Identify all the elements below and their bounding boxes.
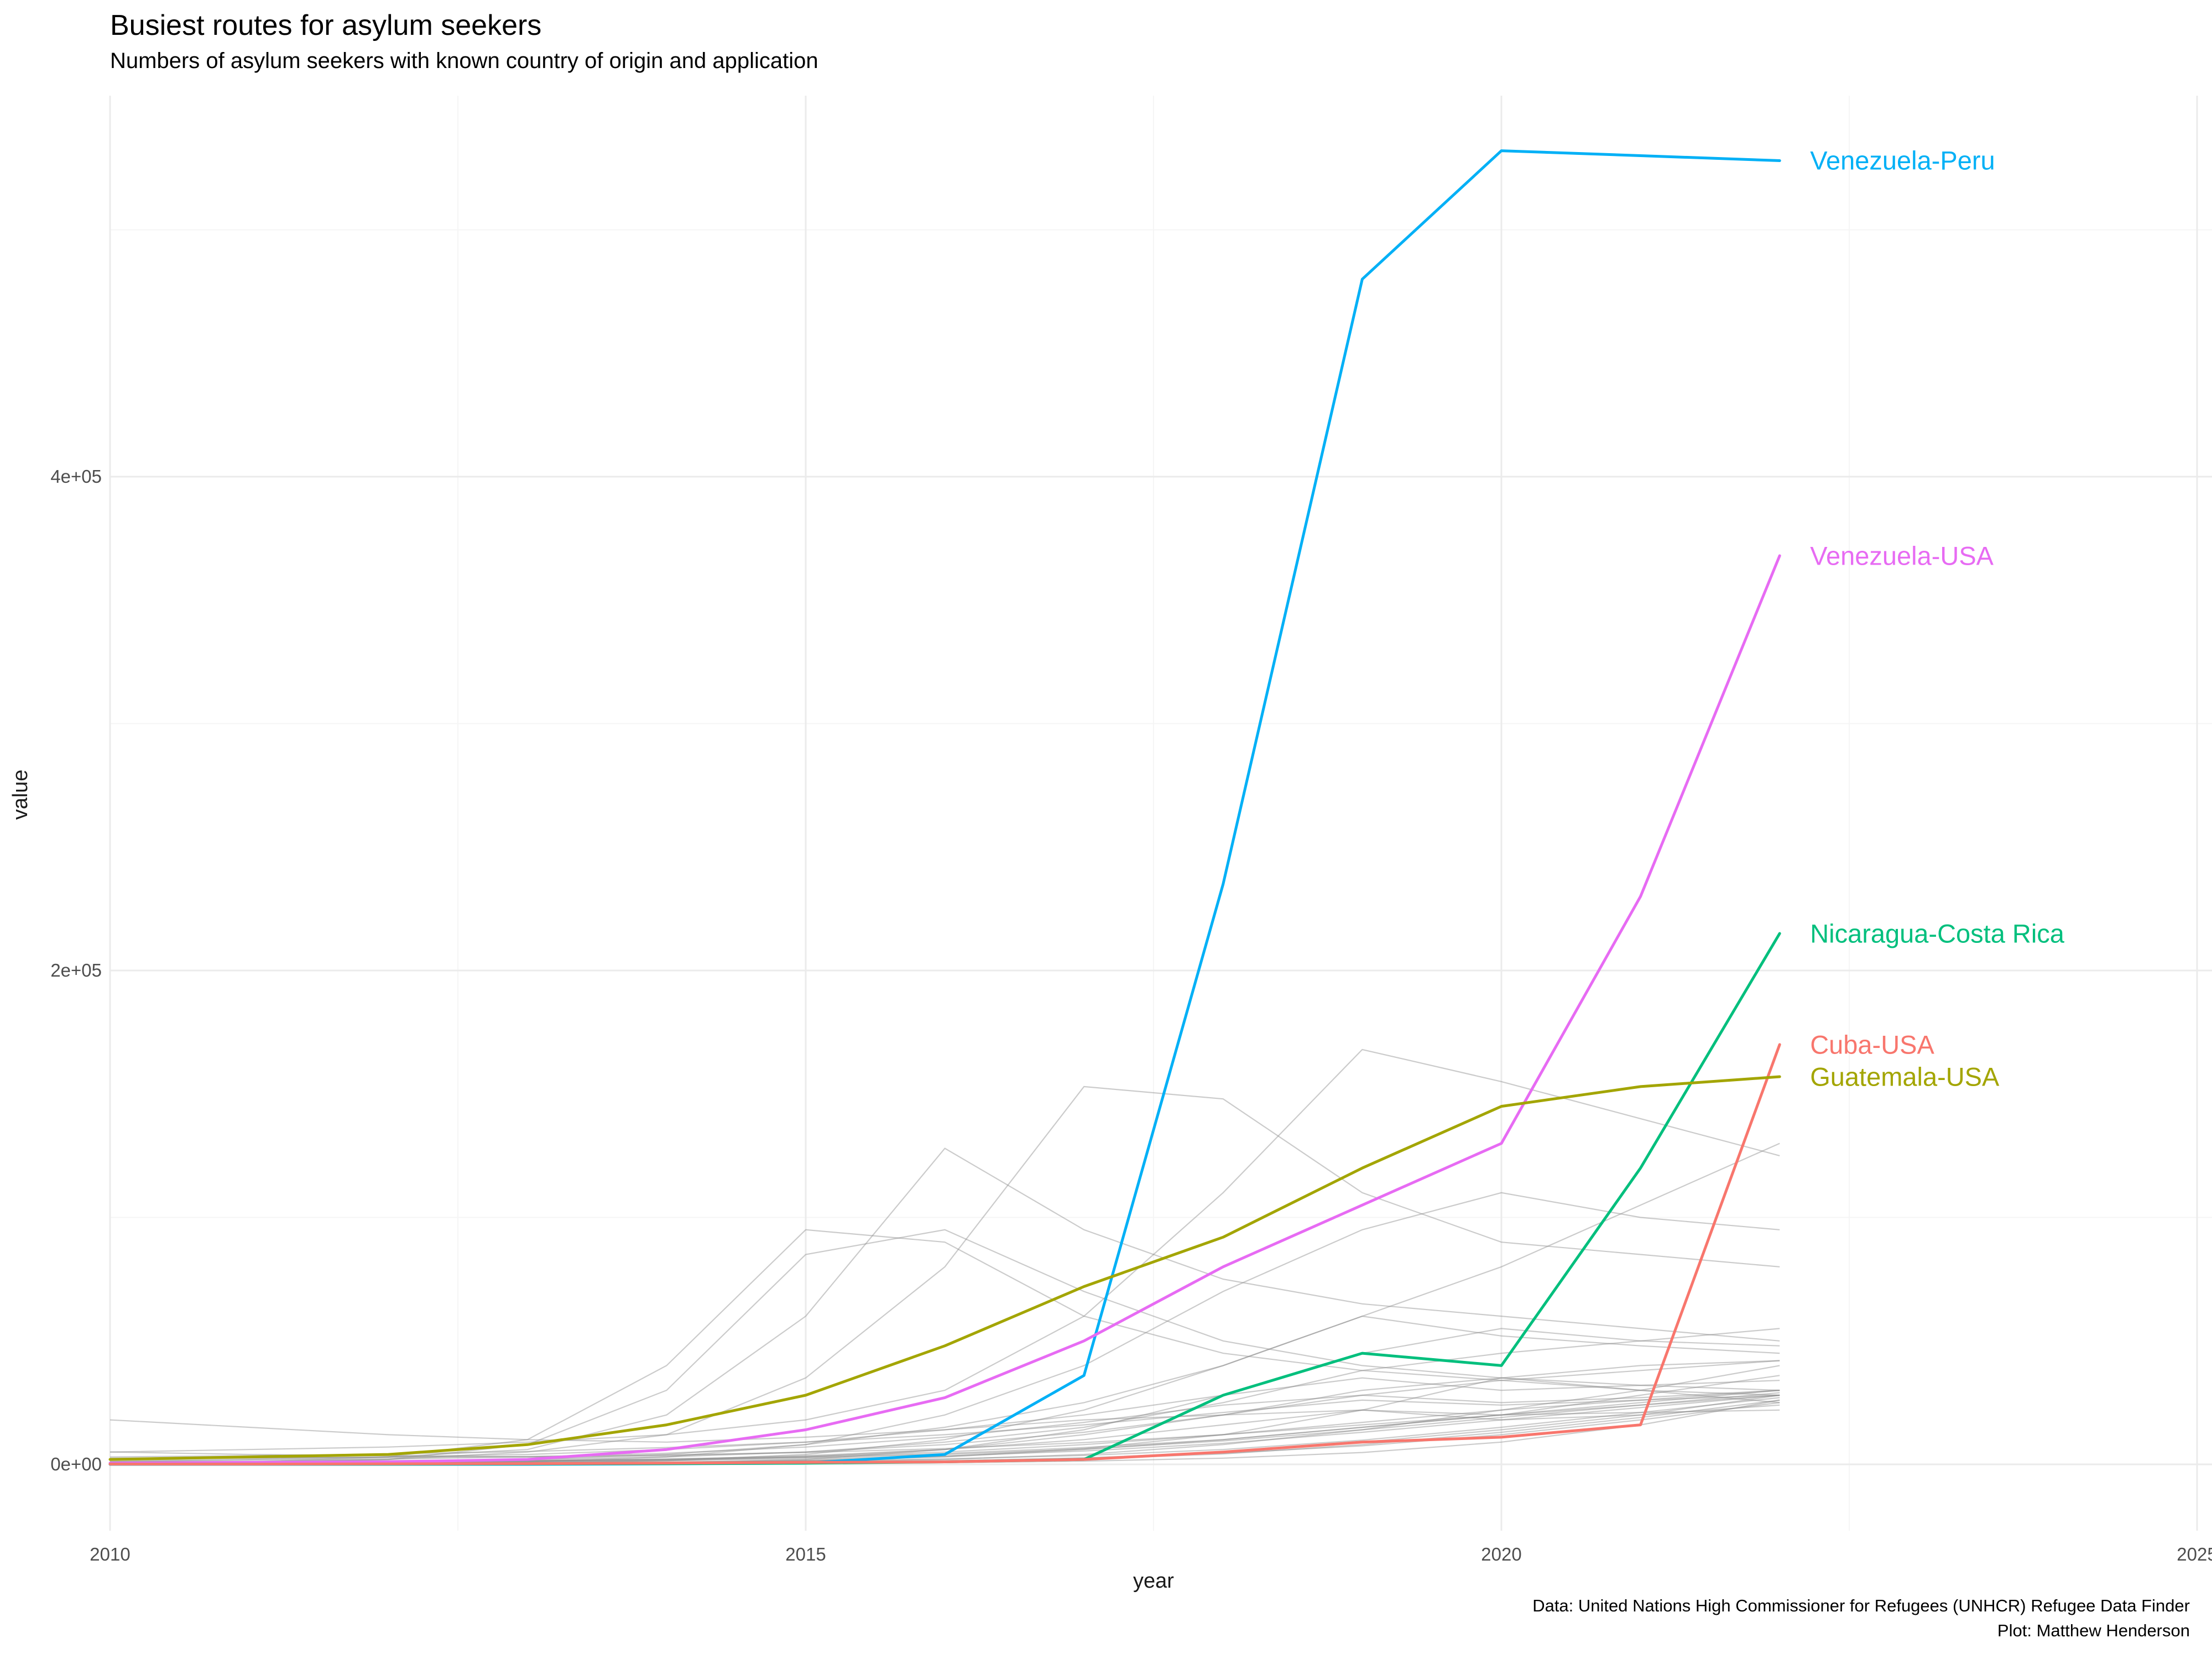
background-route-line xyxy=(109,1142,1780,1465)
series-label-cuba-usa: Cuba-USA xyxy=(1810,1030,1934,1060)
background-route-line xyxy=(109,1377,1780,1460)
background-route-line xyxy=(109,1390,1780,1462)
background-route-line xyxy=(109,1394,1780,1459)
caption: Data: United Nations High Commissioner f… xyxy=(1532,1594,2190,1644)
chart-subtitle: Numbers of asylum seekers with known cou… xyxy=(110,49,818,73)
background-route-line xyxy=(109,1229,1780,1464)
x-tick-label: 2010 xyxy=(90,1544,131,1564)
background-route-line xyxy=(109,1147,1780,1463)
series-label-venezuela-usa: Venezuela-USA xyxy=(1810,541,1994,571)
y-tick-label: 0e+00 xyxy=(50,1454,102,1474)
route-line-nicaragua-costa-rica xyxy=(108,932,1781,1466)
background-route-line xyxy=(109,1328,1780,1463)
series-label-guatemala-usa: Guatemala-USA xyxy=(1810,1062,2000,1092)
background-route-line xyxy=(109,1086,1780,1464)
caption-plot-author: Plot: Matthew Henderson xyxy=(1997,1620,2190,1640)
route-line-venezuela-usa xyxy=(108,554,1781,1465)
x-tick-label: 2020 xyxy=(1481,1544,1522,1564)
x-tick-label: 2015 xyxy=(785,1544,826,1564)
chart-title: Busiest routes for asylum seekers xyxy=(110,9,542,41)
y-tick-label: 2e+05 xyxy=(50,960,102,980)
y-tick-label: 4e+05 xyxy=(50,466,102,487)
background-route-line xyxy=(109,1229,1780,1464)
y-axis-title: value xyxy=(9,769,32,820)
background-route-line xyxy=(109,1409,1780,1443)
series-label-nicaragua-costa-rica: Nicaragua-Costa Rica xyxy=(1810,919,2064,948)
x-axis-title: year xyxy=(1133,1569,1174,1593)
caption-data-source: Data: United Nations High Commissioner f… xyxy=(1532,1596,2190,1615)
route-line-guatemala-usa xyxy=(108,1075,1781,1461)
x-tick-label: 2025 xyxy=(2177,1544,2212,1564)
background-route-line xyxy=(109,1048,1780,1453)
route-line-cuba-usa xyxy=(108,1043,1781,1466)
series-label-venezuela-peru: Venezuela-Peru xyxy=(1810,145,1995,175)
